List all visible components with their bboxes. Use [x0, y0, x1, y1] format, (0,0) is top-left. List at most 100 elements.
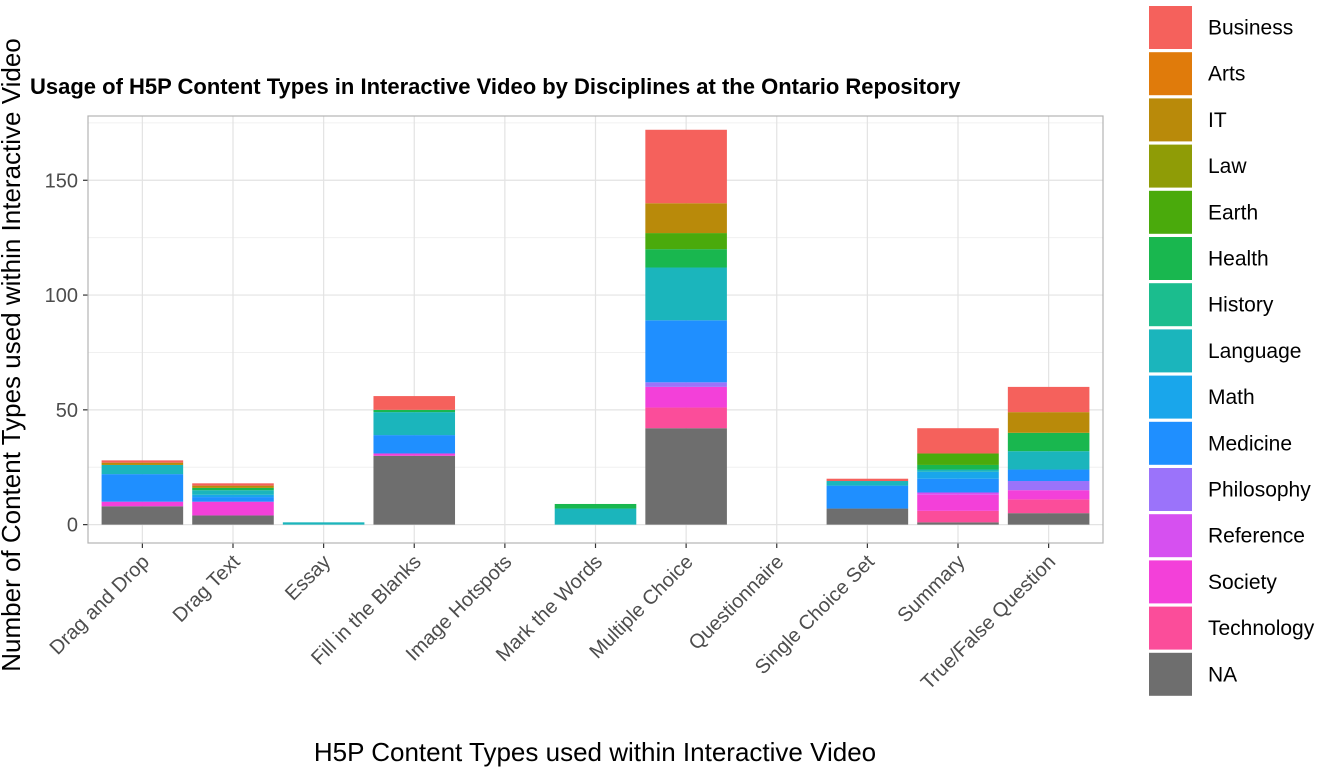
y-tick-label: 100	[45, 285, 78, 307]
bar-segment	[192, 515, 274, 525]
bar-segment	[917, 494, 999, 511]
bar-segment	[101, 460, 184, 463]
bar-segment	[373, 455, 456, 525]
bar-segment	[101, 506, 184, 525]
chart-title: Usage of H5P Content Types in Interactiv…	[30, 74, 961, 99]
legend: Business Arts IT Law Earth Health History Langu…	[1149, 6, 1315, 696]
legend-label: History	[1208, 294, 1274, 317]
bar-segment	[917, 492, 999, 495]
legend-key	[1149, 468, 1192, 511]
bar-segment	[645, 267, 727, 321]
bar-segment	[192, 485, 274, 488]
legend-key	[1149, 421, 1192, 465]
bar-segment	[917, 522, 999, 525]
bar-segment	[645, 382, 727, 387]
bar-segment	[645, 320, 727, 383]
legend-label: Technology	[1208, 617, 1315, 640]
legend-label: Society	[1208, 571, 1277, 594]
bar-segment	[645, 129, 727, 204]
x-tick-label: Drag Text	[169, 551, 245, 627]
legend-key	[1149, 375, 1192, 419]
bar-segment	[917, 453, 999, 465]
bar-segment	[192, 497, 274, 502]
bar-segment	[101, 464, 184, 475]
bar-segment	[373, 435, 456, 454]
legend-label: IT	[1208, 109, 1227, 132]
legend-key	[1149, 52, 1192, 96]
bar-segment	[645, 386, 727, 408]
bar-segment	[645, 249, 727, 268]
x-tick-label: Summary	[893, 551, 969, 627]
bar-segment	[192, 490, 274, 495]
bar-segment	[373, 412, 456, 436]
bar-segment	[101, 462, 184, 465]
bar-segment	[917, 471, 999, 479]
bar-segment	[1007, 513, 1090, 525]
bar-segment	[917, 510, 999, 523]
bar-segment	[373, 396, 456, 410]
legend-key	[1149, 560, 1192, 604]
bar-segment	[1007, 499, 1090, 514]
legend-label: Philosophy	[1208, 479, 1311, 502]
bar-segment	[645, 407, 727, 429]
legend-key	[1149, 652, 1192, 696]
y-axis-title: Number of Content Types used within Inte…	[0, 38, 26, 672]
legend-key	[1149, 283, 1192, 327]
legend-label: Business	[1208, 17, 1293, 40]
legend-label: Earth	[1208, 201, 1258, 224]
legend-label: Arts	[1208, 63, 1245, 86]
bar-segment	[645, 203, 727, 234]
legend-key	[1149, 237, 1192, 280]
bar-segment	[826, 508, 909, 525]
legend-label: Language	[1208, 340, 1301, 363]
plot-panel	[88, 116, 1103, 543]
legend-label: Reference	[1208, 525, 1305, 548]
bars	[101, 129, 1090, 525]
bar-segment	[1007, 451, 1090, 470]
legend-key	[1149, 329, 1192, 373]
bar-segment	[373, 453, 456, 456]
bar-segment	[1007, 432, 1090, 452]
bar-segment	[1007, 481, 1090, 491]
y-tick-label: 150	[45, 170, 78, 192]
bar-segment	[192, 483, 274, 486]
legend-label: NA	[1208, 663, 1237, 686]
panel-border	[87, 115, 1104, 544]
bar-segment	[917, 478, 999, 493]
y-tick-label: 50	[56, 400, 78, 422]
bar-segment	[554, 503, 637, 509]
legend-label: Medicine	[1208, 432, 1292, 455]
y-tick-label: 0	[67, 515, 78, 537]
x-axis-title: H5P Content Types used within Interactiv…	[314, 737, 876, 767]
legend-key	[1149, 98, 1192, 142]
bar-segment	[192, 487, 274, 491]
legend-key	[1149, 190, 1192, 234]
bar-segment	[282, 522, 365, 525]
bar-segment	[1007, 412, 1090, 433]
bar-segment	[1007, 386, 1090, 413]
legend-key	[1149, 144, 1192, 188]
bar-segment	[826, 478, 909, 482]
y-axis-ticks: 0 50 100 150	[45, 170, 88, 537]
legend-label: Health	[1208, 248, 1269, 271]
bar-segment	[554, 508, 637, 525]
bar-segment	[917, 428, 999, 454]
x-tick-label: Drag and Drop	[46, 551, 154, 659]
bar-segment	[826, 481, 909, 486]
bar-segment	[1007, 469, 1090, 482]
bar-segment	[192, 501, 274, 516]
x-tick-label: Questionnaire	[685, 551, 789, 655]
bar-segment	[917, 464, 999, 470]
x-tick-label: Essay	[281, 551, 335, 605]
bar-segment	[192, 494, 274, 498]
bar-segment	[645, 233, 727, 250]
bar-segment	[373, 409, 456, 413]
bar-segment	[917, 469, 999, 472]
legend-key	[1149, 514, 1192, 558]
legend-key	[1149, 6, 1192, 49]
bar-segment	[101, 501, 184, 507]
legend-label: Law	[1208, 155, 1247, 178]
bar-segment	[645, 428, 727, 525]
